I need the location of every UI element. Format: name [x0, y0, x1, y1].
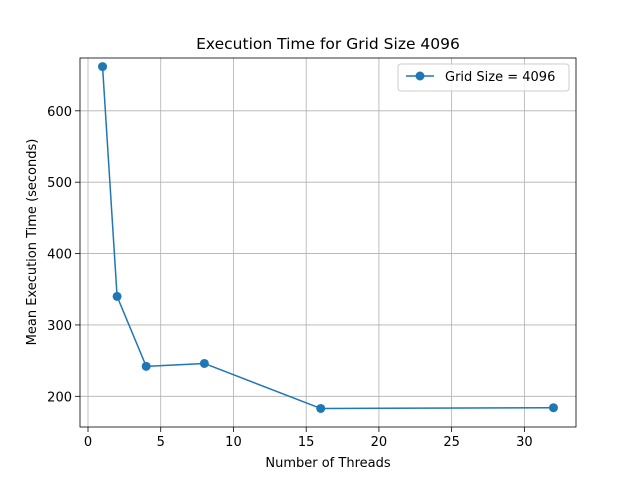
x-tick-label: 25 — [443, 435, 460, 450]
y-tick-label: 500 — [47, 176, 72, 191]
axis-ticks: 0 5 10 15 20 25 30 200 300 400 500 600 — [47, 105, 532, 450]
grid-lines — [80, 58, 576, 427]
x-tick-label: 15 — [298, 435, 315, 450]
series-layer — [98, 62, 558, 413]
y-tick-label: 300 — [47, 319, 72, 334]
y-tick-label: 600 — [47, 105, 72, 120]
y-tick-label: 400 — [47, 248, 72, 263]
legend-label: Grid Size = 4096 — [445, 70, 555, 85]
chart-title: Execution Time for Grid Size 4096 — [196, 35, 460, 53]
x-tick-label: 5 — [157, 435, 165, 450]
x-axis-title: Number of Threads — [265, 456, 390, 471]
legend-box — [397, 63, 570, 92]
data-point — [548, 403, 558, 413]
x-tick-label: 10 — [225, 435, 242, 450]
data-point — [98, 62, 108, 72]
data-point — [112, 291, 122, 301]
x-tick-label: 30 — [516, 435, 533, 450]
plot-frame — [79, 57, 577, 428]
plot-area — [80, 58, 576, 427]
data-point — [316, 403, 326, 413]
x-tick-label: 20 — [371, 435, 388, 450]
x-tick-label: 0 — [84, 435, 92, 450]
legend-marker-swatch — [415, 71, 425, 81]
legend: Grid Size = 4096 — [397, 63, 570, 92]
series-line — [101, 66, 554, 410]
y-axis-title: Mean Execution Time (seconds) — [25, 139, 40, 346]
y-tick-label: 200 — [47, 390, 72, 405]
data-point — [141, 361, 151, 371]
data-point — [199, 358, 209, 368]
